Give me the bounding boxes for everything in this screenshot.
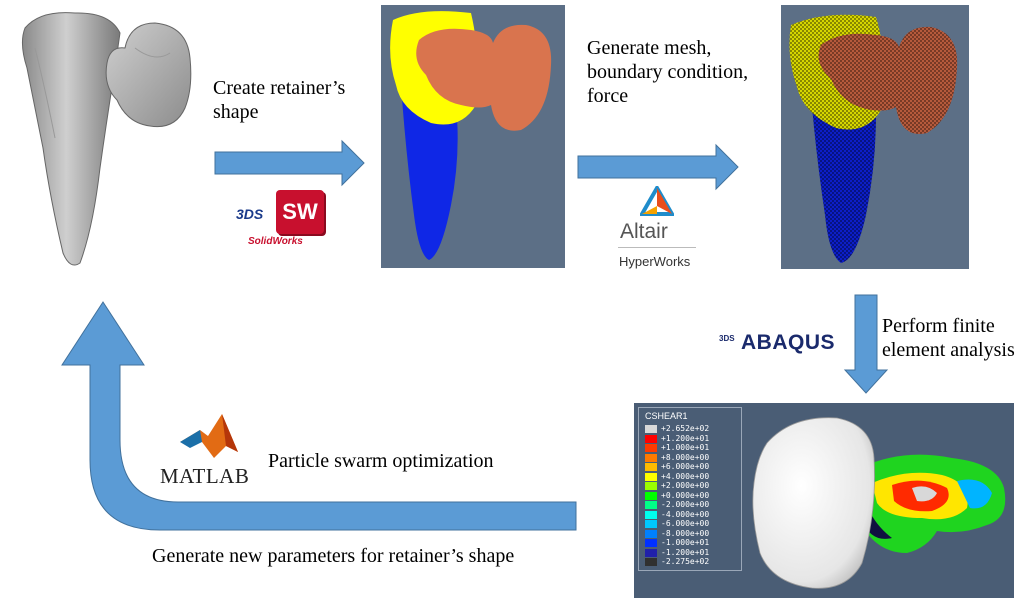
legend-swatch: [645, 539, 657, 547]
legend-swatch: [645, 453, 657, 462]
ds-icon: 3DS: [236, 206, 264, 222]
legend-value: -1.200e+01: [661, 547, 710, 557]
legend-row: +4.000e+00: [645, 472, 709, 481]
retainer-shape-model: [390, 11, 552, 260]
legend-value: +2.652e+02: [661, 424, 710, 433]
fea-legend: CSHEAR1 +2.652e+02 +1.200e+01 +1.000e+01 +8…: [638, 407, 742, 571]
legend-row: +0.000e+00: [645, 491, 709, 500]
legend-swatch: [645, 444, 657, 452]
legend-row: -8.000e+00: [645, 529, 709, 538]
matlab-wordmark: MATLAB: [160, 464, 250, 488]
legend-value: -2.275e+02: [661, 557, 710, 566]
legend-value: -6.000e+00: [661, 519, 710, 528]
legend-title: CSHEAR1: [645, 411, 688, 421]
legend-value: +4.000e+00: [661, 471, 710, 481]
legend-value: -1.000e+01: [661, 538, 710, 547]
legend-row: -1.200e+01: [645, 548, 709, 557]
legend-swatch: [645, 548, 657, 557]
legend-row: +2.000e+00: [645, 481, 709, 490]
abaqus-logo: 3DS ABAQUS: [719, 331, 849, 359]
legend-swatch: [645, 520, 657, 528]
legend-row: -1.000e+01: [645, 538, 709, 547]
legend-value: -8.000e+00: [661, 528, 710, 538]
legend-row: +2.652e+02: [645, 424, 709, 433]
solidworks-logo: SW 3DS SolidWorks: [236, 190, 336, 252]
legend-swatch: [645, 463, 657, 471]
arrow-create-shape: [214, 139, 365, 187]
matlab-logo: MATLAB: [160, 412, 260, 492]
altair-hyperworks-logo: Altair HyperWorks: [615, 186, 700, 280]
legend-value: +1.000e+01: [661, 443, 710, 452]
legend-swatch: [645, 558, 657, 566]
legend-swatch: [645, 510, 657, 519]
legend-row: +1.200e+01: [645, 434, 709, 443]
ds-icon-abaqus: 3DS: [719, 334, 735, 343]
legend-value: -4.000e+00: [661, 509, 710, 519]
legend-value: +0.000e+00: [661, 490, 710, 500]
legend-row: -6.000e+00: [645, 519, 709, 528]
meshed-model-panel: [781, 5, 969, 269]
tooth-model-panel: [21, 12, 192, 266]
legend-value: +6.000e+00: [661, 462, 710, 471]
legend-value: +8.000e+00: [661, 452, 710, 462]
logo-divider: [618, 247, 696, 248]
arrow-generate-mesh: [577, 143, 739, 191]
caption-create-shape: Create retainer’s shape: [213, 77, 346, 123]
legend-row: +1.000e+01: [645, 443, 709, 452]
caption-new-params: Generate new parameters for retainer’s s…: [152, 545, 515, 567]
fea-result-panel: CSHEAR1 +2.652e+02 +1.200e+01 +1.000e+01 +8…: [634, 403, 1014, 598]
arrow-feedback-loop: [61, 301, 577, 531]
legend-value: +1.200e+01: [661, 433, 710, 443]
legend-swatch: [645, 434, 657, 443]
legend-swatch: [645, 472, 657, 481]
arrow-finite-element: [843, 294, 889, 394]
caption-pso: Particle swarm optimization: [268, 450, 494, 472]
solidworks-badge: SW: [276, 190, 324, 234]
retainer-shape-panel: [381, 5, 565, 268]
legend-row: +8.000e+00: [645, 453, 709, 462]
matlab-membrane-icon: [180, 414, 238, 458]
legend-value: +2.000e+00: [661, 481, 710, 490]
legend-row: -4.000e+00: [645, 510, 709, 519]
hyperworks-wordmark: HyperWorks: [619, 254, 691, 269]
legend-swatch: [645, 529, 657, 538]
legend-value: -2.000e+00: [661, 500, 710, 509]
altair-triangle-icon: [640, 186, 674, 216]
legend-swatch: [645, 501, 657, 509]
fea-model: [752, 417, 1006, 589]
caption-finite-element: Perform finite element analysis: [882, 315, 1015, 361]
solidworks-wordmark: SolidWorks: [248, 236, 303, 247]
legend-swatch: [645, 425, 657, 433]
altair-wordmark: Altair: [620, 220, 668, 243]
abaqus-wordmark: ABAQUS: [741, 331, 836, 354]
legend-row: -2.275e+02: [645, 557, 709, 566]
meshed-model: [789, 14, 958, 263]
legend-swatch: [645, 491, 657, 500]
legend-swatch: [645, 482, 657, 490]
legend-row: -2.000e+00: [645, 500, 709, 509]
legend-row: +6.000e+00: [645, 462, 709, 471]
caption-generate-mesh: Generate mesh, boundary condition, force: [587, 37, 749, 107]
